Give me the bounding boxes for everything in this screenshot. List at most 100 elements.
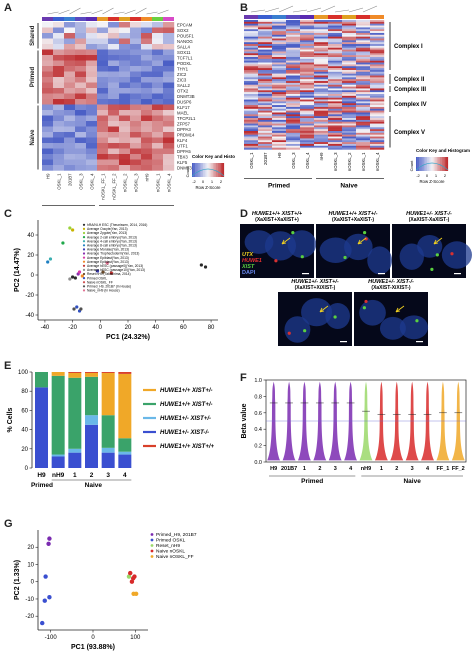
heatmap-cell bbox=[244, 58, 259, 61]
heatmap-cell bbox=[370, 132, 385, 135]
heatmap-cell bbox=[152, 148, 164, 155]
column-label: nOSKL_3 bbox=[134, 173, 139, 192]
heatmap-cell bbox=[342, 20, 357, 23]
dendrogram-branch bbox=[250, 9, 266, 13]
heatmap-cell bbox=[97, 71, 109, 78]
heatmap-cell bbox=[244, 77, 259, 80]
heatmap-cell bbox=[300, 112, 315, 115]
heatmap-cell bbox=[370, 53, 385, 56]
heatmap-cell bbox=[130, 137, 142, 144]
heatmap-cell bbox=[258, 94, 273, 97]
data-point bbox=[79, 307, 83, 311]
heatmap-cell bbox=[119, 93, 131, 100]
x-axis-label: PC1 (93.88%) bbox=[71, 644, 115, 651]
heatmap-cell bbox=[108, 22, 120, 28]
heatmap-cell bbox=[53, 49, 65, 56]
heatmap-cell bbox=[300, 45, 315, 48]
heatmap-cell bbox=[130, 121, 142, 127]
heatmap-cell bbox=[272, 55, 287, 58]
heatmap-cell bbox=[370, 101, 385, 104]
heatmap-cell bbox=[163, 55, 175, 61]
heatmap-cell bbox=[328, 66, 343, 69]
heatmap-cell bbox=[286, 82, 301, 85]
heatmap-cell bbox=[342, 60, 357, 63]
heatmap-cell bbox=[356, 88, 371, 91]
x-tick-label: 40 bbox=[152, 325, 159, 331]
heatmap-cell bbox=[130, 55, 142, 61]
heatmap-cell bbox=[286, 101, 301, 104]
group-label: Naive bbox=[85, 482, 103, 489]
heatmap-cell bbox=[286, 66, 301, 69]
heatmap-cell bbox=[53, 154, 65, 160]
heatmap-cell bbox=[163, 60, 175, 67]
dendrogram-branch bbox=[91, 9, 103, 15]
heatmap-cell bbox=[244, 84, 259, 87]
heatmap-cell bbox=[42, 104, 54, 111]
heatmap-cell bbox=[272, 38, 287, 41]
heatmap-cell bbox=[300, 23, 315, 26]
panel-f-violin: 0.0 0.2 0.4 0.6 0.8 1.0 Beta value H9 201B7 1 2 3 4 n… bbox=[241, 378, 467, 485]
heatmap-cell bbox=[141, 104, 153, 111]
heatmap-cell bbox=[75, 49, 87, 56]
heatmap-cell bbox=[75, 82, 87, 89]
heatmap-cell bbox=[286, 136, 301, 139]
x-tick-label: 201B7 bbox=[281, 466, 297, 472]
heatmap-cell bbox=[300, 105, 315, 108]
heatmap-cell bbox=[53, 143, 65, 149]
data-point bbox=[77, 270, 82, 274]
heatmap-cell bbox=[342, 47, 357, 50]
heatmap-cell bbox=[64, 66, 76, 72]
heatmap-cell bbox=[314, 134, 329, 137]
heatmap-cell bbox=[130, 143, 142, 149]
heatmap-cell bbox=[272, 103, 287, 106]
heatmap-cell bbox=[119, 27, 131, 34]
heatmap-cell bbox=[356, 95, 371, 98]
heatmap-cell bbox=[370, 103, 385, 106]
heatmap-cell bbox=[258, 75, 273, 78]
heatmap-cell bbox=[42, 77, 54, 83]
heatmap-cell bbox=[108, 33, 120, 39]
legend-entry: Naive nOSKL_FF bbox=[156, 554, 194, 560]
legend-entry: Average 2-cell embryo(Yan, 2013) bbox=[87, 235, 137, 239]
heatmap-cell bbox=[130, 110, 142, 116]
heatmap-cell bbox=[356, 20, 371, 23]
heatmap-cell bbox=[314, 97, 329, 100]
color-key-swatch bbox=[217, 163, 220, 177]
bar-segment bbox=[101, 447, 115, 453]
heatmap-cell bbox=[119, 82, 131, 89]
heatmap-cell bbox=[272, 57, 287, 60]
heatmap-cell bbox=[53, 33, 65, 39]
heatmap-cell bbox=[244, 145, 259, 148]
heatmap-cell bbox=[300, 125, 315, 128]
heatmap-cell bbox=[356, 36, 371, 39]
heatmap-cell bbox=[286, 51, 301, 54]
heatmap-cell bbox=[53, 121, 65, 127]
heatmap-cell bbox=[314, 86, 329, 89]
heatmap-cell bbox=[244, 32, 259, 35]
color-key-swatch bbox=[433, 157, 436, 171]
heatmap-cell bbox=[272, 97, 287, 100]
heatmap-cell bbox=[272, 134, 287, 137]
heatmap-cell bbox=[300, 101, 315, 104]
image-subtitle: (XaXIST+XiXIST-) bbox=[295, 285, 336, 291]
gene-label: POU5F1 bbox=[177, 34, 194, 39]
heatmap-cell bbox=[244, 118, 259, 121]
color-key-swatch bbox=[193, 163, 196, 177]
heatmap-cell bbox=[141, 49, 153, 56]
dendrogram-branch bbox=[69, 7, 81, 15]
gene-label: DNMT3B bbox=[177, 94, 195, 99]
heatmap-cell bbox=[108, 38, 120, 45]
heatmap-cell bbox=[342, 58, 357, 61]
heatmap-cell bbox=[300, 53, 315, 56]
heatmap-cell bbox=[119, 88, 131, 94]
heatmap-cell bbox=[53, 22, 65, 28]
image-title: HUWE1+/+ XIST+/- bbox=[329, 211, 378, 217]
heatmap-cell bbox=[370, 79, 385, 82]
heatmap-cell bbox=[130, 93, 142, 100]
heatmap-cell bbox=[244, 88, 259, 91]
y-tick-label: 1.0 bbox=[254, 378, 262, 384]
heatmap-cell bbox=[244, 119, 259, 122]
heatmap-cell bbox=[64, 126, 76, 133]
heatmap-cell bbox=[141, 88, 153, 94]
heatmap-cell bbox=[119, 115, 131, 122]
